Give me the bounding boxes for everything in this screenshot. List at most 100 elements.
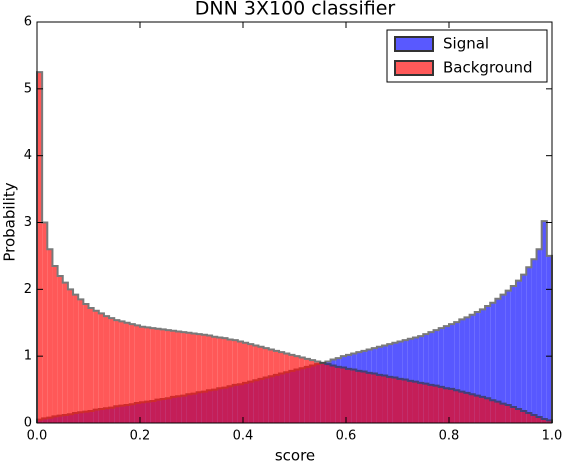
bar [454, 390, 460, 423]
bar [160, 329, 166, 423]
bar [459, 319, 465, 423]
bar [412, 337, 419, 423]
bar [191, 333, 197, 423]
x-tick-label: 0.8 [439, 429, 460, 444]
legend-label: Background [443, 59, 533, 77]
bar [109, 318, 115, 423]
bar [165, 330, 171, 423]
bar [521, 410, 527, 423]
bar [546, 420, 552, 423]
bar [351, 369, 357, 423]
bar [428, 332, 434, 423]
bar [217, 337, 223, 423]
bar [186, 332, 192, 423]
bar [243, 342, 249, 423]
bar [330, 365, 336, 423]
bar [98, 313, 104, 423]
bar [402, 379, 408, 423]
bar [212, 336, 218, 423]
bar [443, 326, 449, 423]
bar [93, 310, 99, 423]
bar [469, 314, 475, 423]
x-tick-label: 0.6 [336, 429, 357, 444]
bar [309, 360, 316, 423]
bar [124, 322, 130, 423]
bar [52, 265, 58, 423]
bar [541, 221, 547, 423]
bar [443, 388, 449, 423]
x-axis-label: score [275, 447, 315, 464]
x-tick-label: 0.0 [27, 429, 48, 444]
bar [459, 391, 465, 423]
bar [495, 401, 501, 423]
bar [78, 299, 84, 423]
bar [176, 331, 182, 423]
bar [129, 324, 135, 423]
bar [253, 345, 259, 423]
bar [320, 362, 326, 423]
bar [340, 367, 346, 423]
bar [279, 352, 285, 423]
bar [531, 414, 537, 423]
bar [412, 381, 419, 423]
y-axis-label: Probability [1, 182, 19, 261]
bar [382, 375, 388, 423]
bar [449, 324, 455, 423]
bar [258, 346, 264, 423]
bar [134, 325, 140, 423]
x-tick-label: 0.2 [130, 429, 151, 444]
bar [57, 275, 63, 423]
bar [42, 222, 48, 423]
bar [47, 249, 53, 423]
bar [536, 416, 542, 423]
bar [361, 371, 367, 423]
bar [423, 383, 429, 423]
bar [315, 361, 321, 423]
bar [376, 374, 383, 423]
bar [433, 330, 439, 423]
bar [423, 334, 429, 423]
bar [356, 370, 362, 423]
y-tick-label: 4 [24, 148, 32, 163]
bar [232, 340, 238, 423]
bar [536, 249, 542, 423]
bar [37, 72, 43, 423]
bar [505, 290, 511, 423]
bar [449, 388, 455, 423]
bar [366, 372, 372, 423]
y-tick-label: 1 [24, 349, 32, 364]
bar [485, 306, 491, 423]
bar [289, 354, 295, 423]
bar [469, 394, 475, 423]
bar [140, 326, 146, 423]
bar [510, 406, 516, 423]
bar [418, 382, 424, 423]
bar [155, 328, 161, 423]
bar [500, 294, 506, 423]
bar [201, 334, 207, 423]
bar [490, 302, 496, 423]
bar [438, 386, 444, 423]
bar [222, 338, 228, 423]
bar [464, 317, 470, 423]
bar [170, 330, 177, 423]
legend-swatch [394, 36, 434, 52]
bar [150, 328, 156, 423]
y-tick-label: 3 [24, 215, 32, 230]
y-tick-label: 6 [24, 15, 32, 30]
bar [119, 321, 125, 423]
bar [294, 356, 300, 423]
bar [515, 280, 522, 423]
bar [546, 255, 552, 423]
bar [521, 274, 527, 423]
bar [531, 259, 537, 423]
bar [454, 322, 460, 423]
bar [407, 380, 413, 423]
x-tick-label: 0.4 [233, 429, 254, 444]
bar [248, 344, 254, 423]
bar [335, 366, 341, 423]
bar [510, 285, 516, 423]
y-tick-label: 5 [24, 81, 32, 96]
bar [67, 289, 74, 423]
